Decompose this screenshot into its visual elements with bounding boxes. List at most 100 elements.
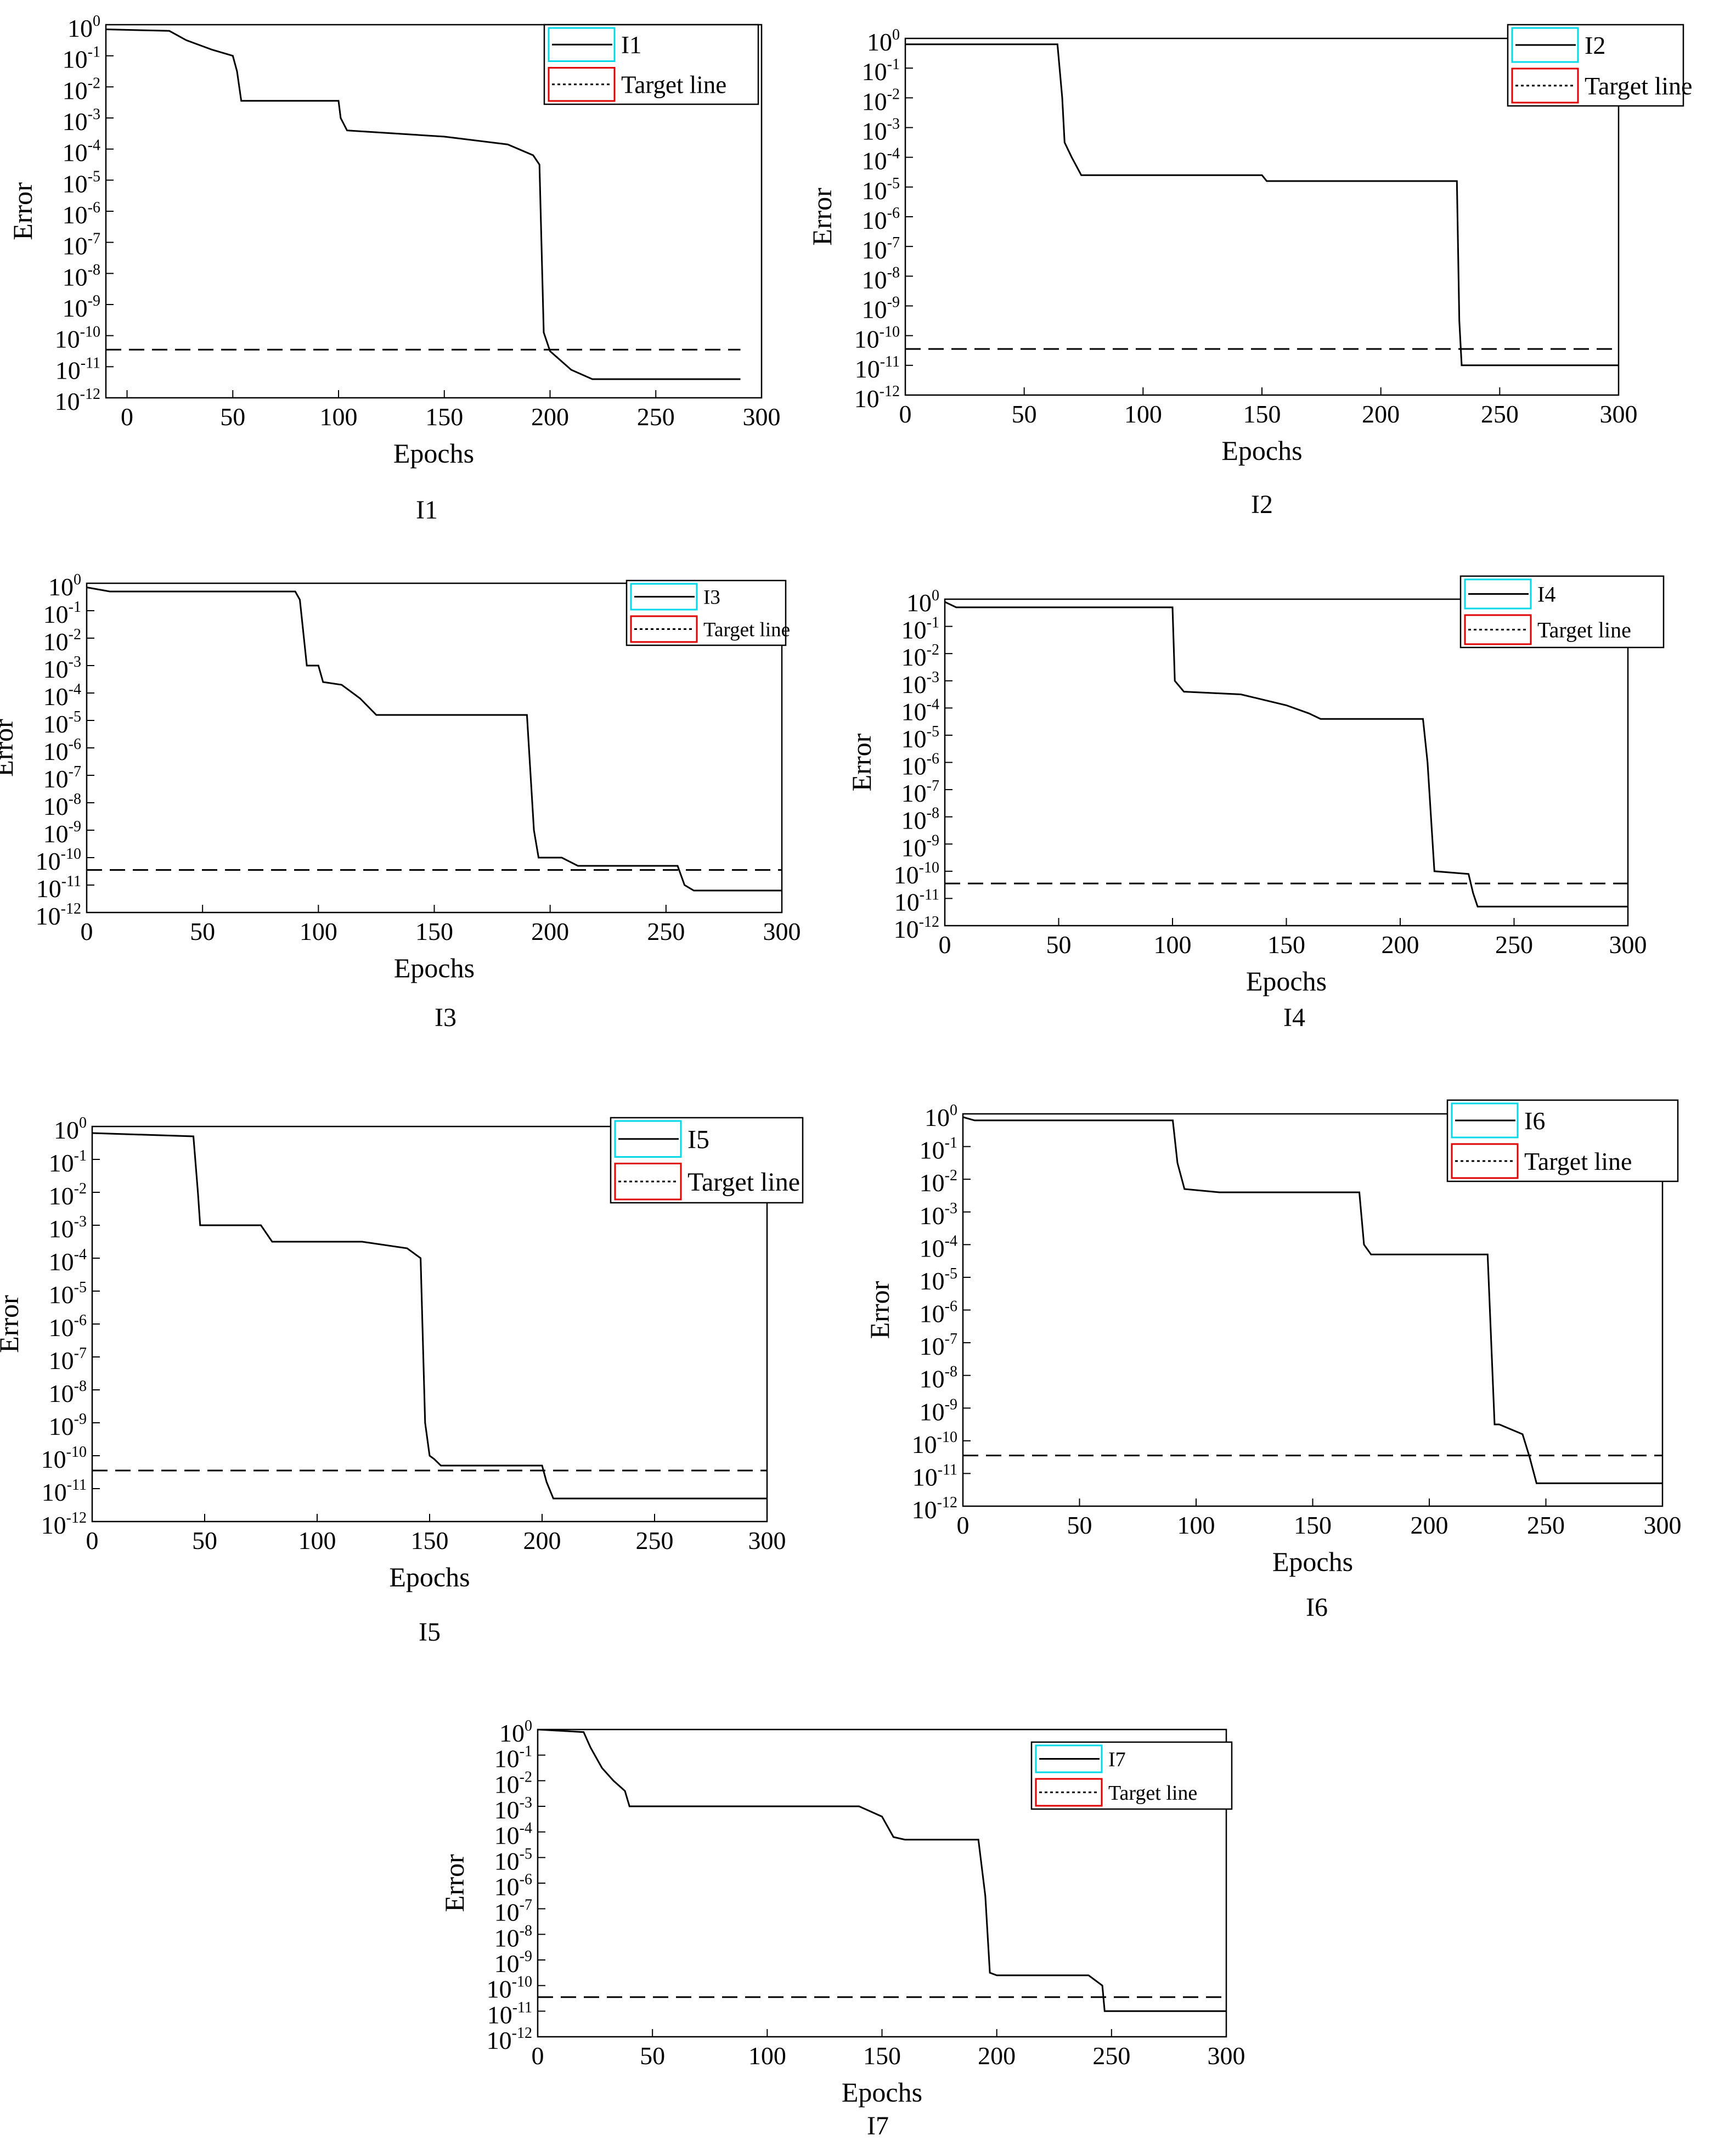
- y-tick-label: 10-9: [63, 292, 100, 322]
- y-tick-label: 10-12: [487, 2025, 532, 2054]
- y-tick-label: 10-6: [49, 1312, 87, 1342]
- legend: I1 Target line: [543, 24, 759, 105]
- y-tick-label: 10-2: [43, 626, 81, 656]
- x-tick-label: 300: [763, 917, 801, 945]
- figure-caption: I4: [1283, 1003, 1305, 1032]
- y-tick-label: 10-7: [49, 1345, 87, 1374]
- y-tick-label: 10-7: [920, 1331, 957, 1360]
- y-tick-label: 10-11: [894, 886, 939, 916]
- x-tick-label: 200: [1362, 400, 1400, 428]
- y-tick-label: 10-11: [42, 1477, 87, 1506]
- y-tick-label: 10-1: [920, 1135, 957, 1164]
- y-tick-label: 10-1: [43, 599, 81, 628]
- y-tick-label: 10-6: [494, 1871, 532, 1901]
- x-tick-label: 300: [748, 1526, 786, 1554]
- y-tick-label: 10-7: [494, 1897, 532, 1926]
- chart-i4: 10010-110-210-310-410-510-610-710-810-91…: [846, 575, 1665, 1032]
- y-tick-label: 10-2: [63, 75, 100, 104]
- y-tick-label: 10-12: [55, 386, 100, 415]
- x-tick-label: 50: [1012, 400, 1037, 428]
- legend-swatch-cyan: [1035, 1744, 1103, 1773]
- y-tick-label: 10-9: [862, 294, 900, 324]
- chart-i7: 10010-110-210-310-410-510-610-710-810-91…: [439, 1717, 1245, 2140]
- y-tick-label: 10-3: [63, 106, 100, 136]
- x-tick-label: 50: [220, 403, 245, 431]
- y-tick-label: 10-10: [854, 324, 900, 353]
- y-tick-label: 10-3: [49, 1213, 87, 1243]
- y-tick-label: 100: [54, 1114, 87, 1144]
- x-tick-label: 100: [1124, 400, 1162, 428]
- y-tick-label: 10-11: [912, 1461, 957, 1491]
- y-tick-label: 10-12: [36, 900, 81, 930]
- legend-swatch-red: [1464, 614, 1532, 645]
- legend: I7 Target line: [1030, 1741, 1233, 1810]
- legend-swatch-cyan: [1464, 578, 1532, 610]
- legend-swatch-cyan: [1511, 27, 1579, 63]
- y-tick-label: 10-6: [862, 205, 900, 234]
- y-tick-label: 10-1: [494, 1743, 532, 1773]
- error-curve-i4: [945, 601, 1628, 908]
- error-curve-i2: [905, 43, 1619, 367]
- x-axis-label: Epochs: [1221, 435, 1302, 466]
- legend-label: Target line: [1585, 72, 1692, 100]
- legend: I6 Target line: [1446, 1099, 1679, 1182]
- chart-i3: 10010-110-210-310-410-510-610-710-810-91…: [0, 571, 801, 1032]
- legend: I3 Target line: [625, 579, 790, 646]
- y-tick-label: 10-10: [36, 846, 81, 875]
- legend-label: Target line: [1524, 1147, 1632, 1175]
- legend-label: I6: [1524, 1107, 1545, 1135]
- x-tick-label: 300: [1600, 400, 1638, 428]
- y-tick-label: 10-5: [901, 723, 939, 753]
- figure-caption: I2: [1251, 490, 1273, 519]
- y-axis-label: Error: [864, 1281, 895, 1339]
- legend: I4 Target line: [1459, 575, 1665, 649]
- y-tick-label: 10-1: [862, 56, 900, 86]
- legend: I5 Target line: [610, 1117, 804, 1204]
- y-tick-label: 10-2: [49, 1180, 87, 1210]
- y-tick-label: 10-10: [487, 1974, 532, 2003]
- y-tick-label: 10-8: [494, 1922, 532, 1952]
- y-tick-label: 10-12: [894, 914, 939, 943]
- chart-i5: 10010-110-210-310-410-510-610-710-810-91…: [0, 1114, 804, 1647]
- y-tick-label: 10-12: [912, 1494, 957, 1524]
- legend-swatch-red: [630, 615, 698, 643]
- x-tick-label: 0: [532, 2042, 544, 2070]
- y-tick-label: 10-5: [63, 168, 100, 198]
- y-tick-label: 10-8: [862, 264, 900, 294]
- x-tick-label: 250: [1092, 2042, 1130, 2070]
- y-tick-label: 10-8: [43, 791, 81, 820]
- x-tick-label: 100: [300, 917, 337, 945]
- y-tick-label: 10-3: [901, 669, 939, 698]
- y-tick-label: 10-8: [901, 805, 939, 835]
- y-tick-label: 10-4: [862, 145, 900, 175]
- legend-swatch-cyan: [630, 583, 698, 611]
- y-tick-label: 10-3: [494, 1794, 532, 1824]
- y-axis-label: Error: [0, 1295, 24, 1353]
- x-tick-label: 150: [1267, 931, 1305, 959]
- y-tick-label: 10-3: [43, 654, 81, 683]
- error-curve-i7: [538, 1730, 1226, 2012]
- x-tick-label: 0: [121, 403, 133, 431]
- y-tick-label: 100: [499, 1717, 532, 1747]
- y-tick-label: 10-5: [49, 1279, 87, 1309]
- y-tick-label: 10-11: [855, 353, 900, 383]
- x-tick-label: 150: [1294, 1511, 1332, 1539]
- error-curve-i3: [87, 587, 782, 892]
- x-tick-label: 150: [425, 403, 463, 431]
- figure-caption: I7: [867, 2111, 889, 2140]
- y-tick-label: 10-5: [494, 1845, 532, 1875]
- legend-label: Target line: [621, 71, 726, 99]
- figure-caption: I3: [435, 1003, 456, 1032]
- x-tick-label: 50: [1067, 1511, 1092, 1539]
- y-tick-label: 10-8: [920, 1364, 957, 1393]
- y-tick-label: 10-4: [901, 696, 939, 725]
- legend: I2 Target line: [1507, 24, 1692, 107]
- y-tick-label: 10-10: [912, 1429, 957, 1458]
- chart-i6: 100 10-1 10-210-310-410-510-6 10-7 10-8 10-9 1…: [864, 1099, 1682, 1622]
- x-tick-label: 0: [957, 1511, 970, 1539]
- x-tick-label: 50: [1046, 931, 1072, 959]
- x-tick-label: 300: [1609, 931, 1647, 959]
- y-tick-label: 10-9: [901, 832, 939, 861]
- x-tick-label: 50: [192, 1526, 217, 1554]
